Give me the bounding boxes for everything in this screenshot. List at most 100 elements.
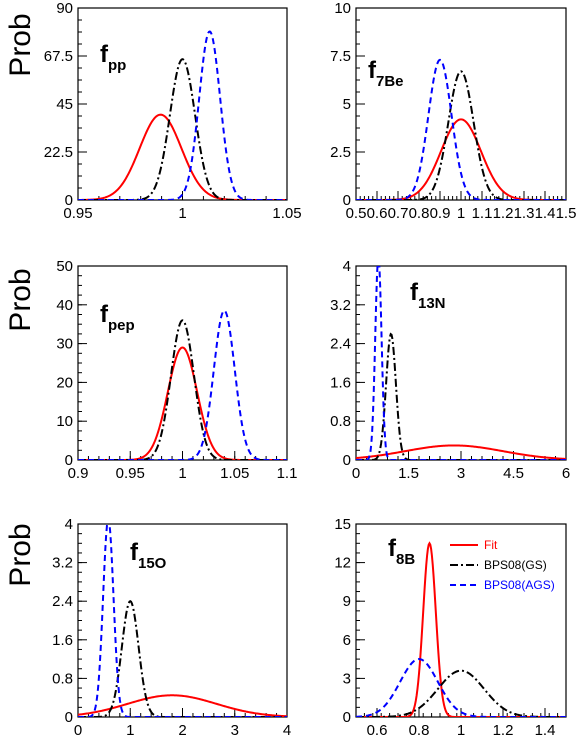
series-line-ags xyxy=(78,524,287,717)
y-tick-label: 5 xyxy=(343,96,351,113)
x-tick-label: 1 xyxy=(457,722,465,739)
panel-title-sub: pp xyxy=(108,57,126,74)
panel-title-main: f xyxy=(130,539,139,566)
y-tick-label: 50 xyxy=(56,258,73,275)
x-tick-label: 0.8 xyxy=(409,205,430,222)
panel-title-main: f xyxy=(388,535,397,562)
panel-title: f8B xyxy=(388,535,415,568)
series-line-gs xyxy=(78,600,287,717)
panel-title-main: f xyxy=(100,41,109,68)
y-tick-label: 7.5 xyxy=(330,48,351,65)
x-tick-label: 1.4 xyxy=(535,205,556,222)
x-tick-label: 1.5 xyxy=(398,465,419,482)
series-line-ags xyxy=(356,658,566,717)
x-tick-label: 0.9 xyxy=(430,205,451,222)
panel-title-sub: pep xyxy=(108,317,135,334)
legend: Fit BPS08(GS) BPS08(AGS) xyxy=(450,538,555,592)
series-line-fit xyxy=(356,118,566,200)
y-tick-label: 1.6 xyxy=(52,632,73,649)
y-tick-label: 0.8 xyxy=(52,670,73,687)
x-tick-label: 0.7 xyxy=(388,205,409,222)
x-tick-label: 1.5 xyxy=(556,205,577,222)
series-line-gs xyxy=(356,70,566,200)
series-line-ags xyxy=(78,30,287,200)
x-tick-label: 0 xyxy=(352,465,360,482)
series-line-fit xyxy=(78,113,287,200)
x-tick-label: 3 xyxy=(457,465,465,482)
plot-frame xyxy=(77,7,288,201)
panel-title-sub: 7Be xyxy=(376,73,404,90)
panel-15o: 0 1 2 3 4 0 0.8 1.6 2.4 3.2 4 f15O xyxy=(52,516,291,739)
ylabel-row-1: Prob xyxy=(4,13,37,76)
ylabel-row-3: Prob xyxy=(4,523,37,586)
x-tick-label: 1 xyxy=(178,465,186,482)
y-tick-label: 6 xyxy=(343,632,351,649)
y-tick-label: 22.5 xyxy=(44,144,73,161)
panel-title-main: f xyxy=(410,279,419,306)
panel-title: f7Be xyxy=(368,57,404,90)
series-line-gs xyxy=(78,58,287,200)
x-tick-label: 1.4 xyxy=(535,722,556,739)
panel-title: fpep xyxy=(100,301,135,334)
x-tick-label: 1.05 xyxy=(272,205,301,222)
ylabel-row-2: Prob xyxy=(4,268,37,331)
x-tick-label: 0.6 xyxy=(367,205,388,222)
panel-8b: 0.6 0.8 1 1.2 1.4 0 3 6 9 12 15 f8B xyxy=(334,516,567,739)
y-tick-label: 10 xyxy=(56,413,73,430)
x-tick-label: 1 xyxy=(178,205,186,222)
x-tick-label: 1.2 xyxy=(493,722,514,739)
y-tick-label: 12 xyxy=(334,555,351,572)
panel-title: f13N xyxy=(410,279,446,312)
y-tick-label: 0 xyxy=(343,709,351,726)
y-tick-label: 10 xyxy=(334,0,351,17)
y-tick-label: 30 xyxy=(56,336,73,353)
panel-title: fpp xyxy=(100,41,126,74)
y-tick-label: 3.2 xyxy=(330,297,351,314)
series-line-fit xyxy=(78,694,287,717)
panel-title-sub: 15O xyxy=(138,555,167,572)
y-tick-label: 0.8 xyxy=(330,413,351,430)
series-line-gs xyxy=(78,319,287,460)
legend-label: BPS08(AGS) xyxy=(484,578,555,592)
plot-frame xyxy=(77,523,288,718)
plot-frame xyxy=(77,265,288,461)
panel-13n: 0 1.5 3 4.5 6 0 0.8 1.6 2.4 3.2 4 f13N xyxy=(330,258,570,482)
panel-title-main: f xyxy=(368,57,377,84)
y-tick-label: 2.4 xyxy=(330,336,351,353)
panel-title-sub: 13N xyxy=(418,295,446,312)
x-tick-label: 0.9 xyxy=(68,465,89,482)
series-line-ags xyxy=(356,58,566,200)
panel-7be: 0.5 0.6 0.7 0.8 0.9 1 1.1 1.2 1.3 1.4 1.5 0 2.5 5 7.5 1… xyxy=(330,0,576,222)
series-line-fit xyxy=(78,346,287,460)
y-tick-label: 0 xyxy=(65,192,73,209)
x-tick-label: 1.1 xyxy=(472,205,493,222)
y-tick-label: 0 xyxy=(343,192,351,209)
x-tick-label: 1 xyxy=(126,722,134,739)
panel-title: f15O xyxy=(130,539,167,572)
x-tick-label: 0.95 xyxy=(63,205,92,222)
y-tick-label: 0 xyxy=(343,452,351,469)
x-tick-label: 2 xyxy=(178,722,186,739)
y-tick-label: 2.4 xyxy=(52,593,73,610)
x-tick-label: 4 xyxy=(283,722,291,739)
panel-pep: 0.9 0.95 1 1.05 1.1 0 10 20 30 40 50 fpep xyxy=(56,258,297,482)
legend-label: BPS08(GS) xyxy=(484,558,547,572)
series-line-ags xyxy=(78,309,287,460)
panel-title-sub: 8B xyxy=(396,551,415,568)
x-tick-label: 1 xyxy=(457,205,465,222)
y-tick-label: 1.6 xyxy=(330,374,351,391)
x-tick-label: 6 xyxy=(562,465,570,482)
y-tick-label: 45 xyxy=(56,96,73,113)
x-tick-label: 1.3 xyxy=(514,205,535,222)
x-tick-label: 0 xyxy=(74,722,82,739)
y-tick-label: 3.2 xyxy=(52,555,73,572)
x-tick-label: 4.5 xyxy=(503,465,524,482)
panel-pp: 0.95 1 1.05 0 22.5 45 67.5 90 fpp xyxy=(44,0,302,222)
x-tick-label: 3 xyxy=(231,722,239,739)
plot-frame xyxy=(355,7,567,201)
x-tick-label: 0.95 xyxy=(116,465,145,482)
legend-label: Fit xyxy=(484,538,498,552)
series-line-fit xyxy=(356,444,566,460)
y-tick-label: 67.5 xyxy=(44,48,73,65)
